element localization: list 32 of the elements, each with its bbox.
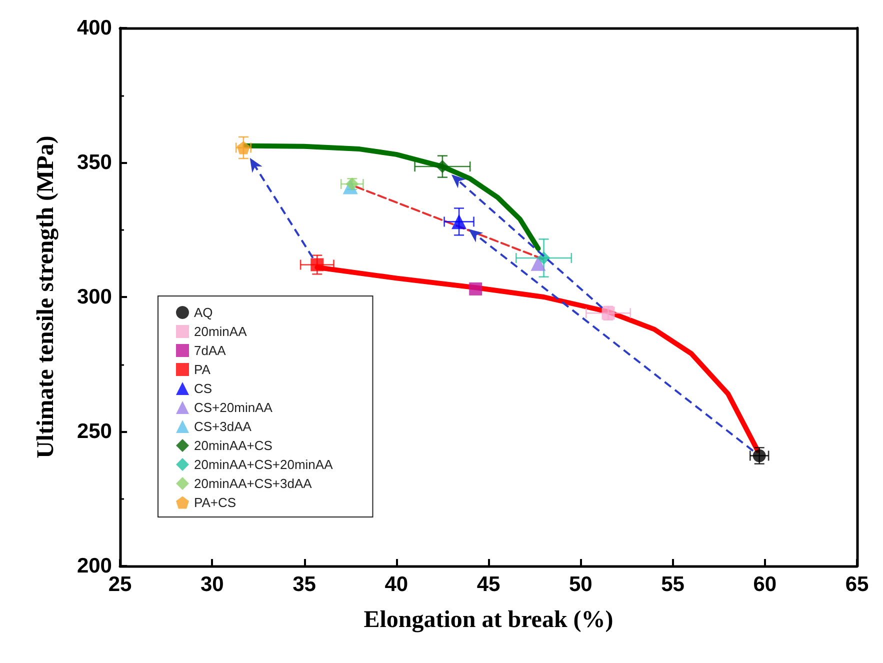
legend-label: CS+20minAA <box>194 400 273 415</box>
x-tick-label: 55 <box>661 573 685 596</box>
point <box>752 449 766 462</box>
x-axis-title: Elongation at break (%) <box>364 607 614 633</box>
x-tick-label: 60 <box>753 573 777 596</box>
point <box>537 251 550 264</box>
legend-label: CS+3dAA <box>194 419 252 434</box>
y-tick-label: 400 <box>76 16 112 40</box>
x-tick-label: 50 <box>568 573 592 596</box>
legend-label: CS <box>194 381 212 396</box>
legend-label: PA+CS <box>194 495 236 510</box>
legend-label: 20minAA+CS <box>194 438 273 453</box>
point <box>452 214 467 230</box>
y-tick-label: 350 <box>76 151 112 174</box>
legend-label: 20minAA+CS+3dAA <box>194 476 312 491</box>
point <box>310 258 324 272</box>
legend-label: 20minAA+CS+20minAA <box>194 457 334 472</box>
x-tick-label: 35 <box>292 573 316 596</box>
x-tick-label: 40 <box>384 573 408 596</box>
point <box>530 256 546 271</box>
x-tick-label: 45 <box>476 573 500 596</box>
y-tick-label: 300 <box>76 286 112 308</box>
point <box>436 160 449 174</box>
legend-label: 20minAA <box>194 324 248 339</box>
y-axis-title: Ultimate tensile strength (MPa) <box>33 136 59 458</box>
y-tick-label: 250 <box>76 420 112 443</box>
x-tick-label: 30 <box>200 573 224 596</box>
legend-label: PA <box>194 362 211 377</box>
x-tick-label: 65 <box>845 573 869 596</box>
legend-label: 7dAA <box>194 343 226 358</box>
legend-label: AQ <box>194 305 213 320</box>
point <box>469 282 482 296</box>
